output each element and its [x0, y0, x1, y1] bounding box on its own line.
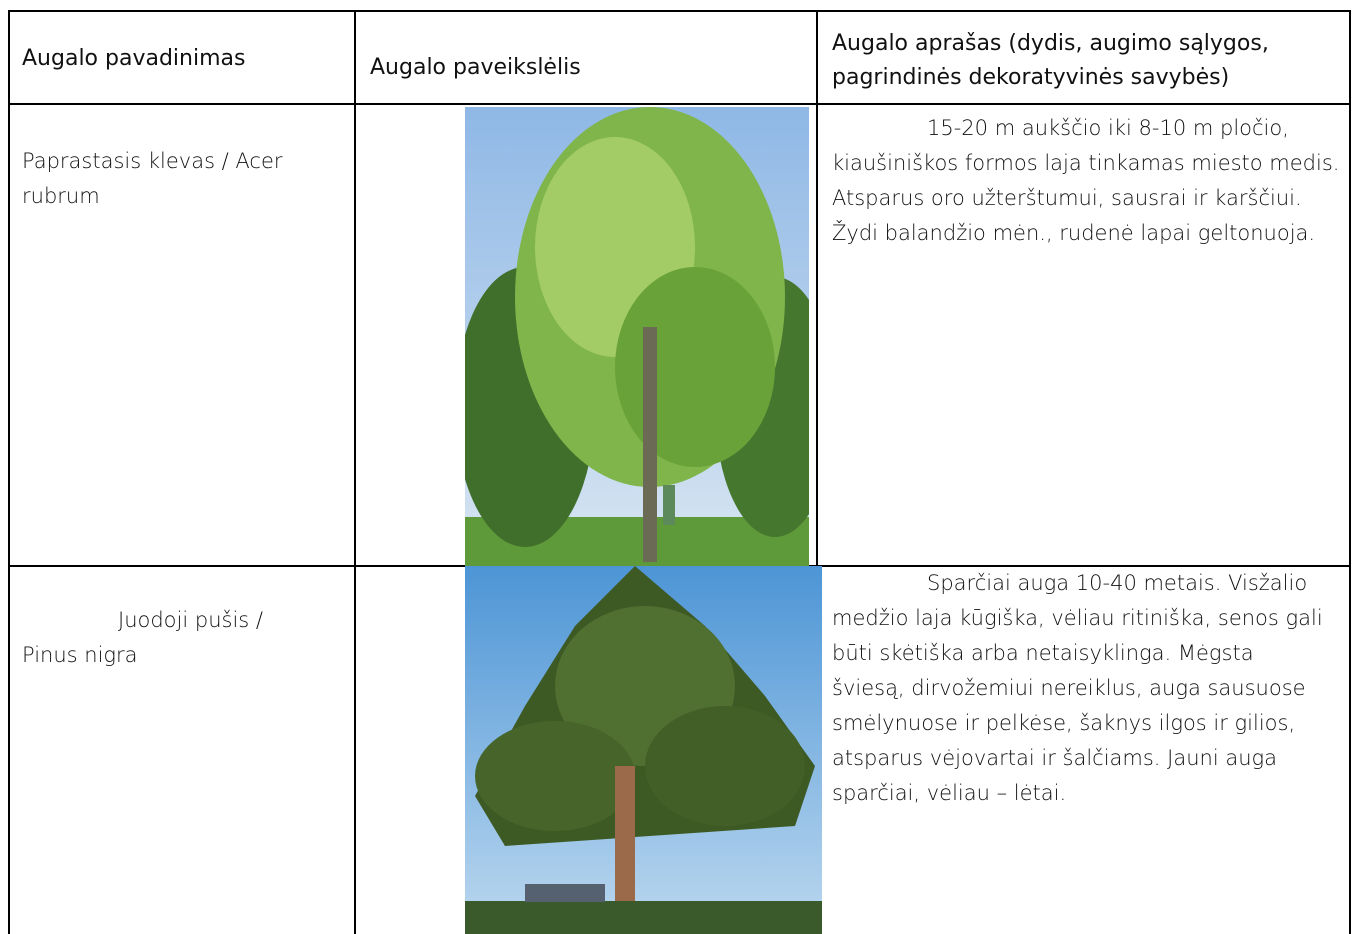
border [8, 103, 1351, 105]
plant-image [465, 107, 809, 566]
header-cell: Augalo paveikslėlis [370, 55, 581, 80]
border [816, 10, 818, 934]
border [8, 10, 1351, 12]
plant-name: Juodoji pušis / Pinus nigra [22, 608, 263, 667]
header-cell: Augalo aprašas (dydis, augimo sąlygos, p… [832, 31, 1269, 90]
border [354, 10, 356, 934]
header-cell: Augalo pavadinimas [22, 46, 246, 71]
plant-description: Sparčiai auga 10-40 metais. Visžalio med… [832, 571, 1323, 805]
plant-image [465, 566, 822, 934]
border [8, 10, 10, 934]
border [1349, 10, 1351, 934]
plant-description: 15-20 m aukščio iki 8-10 m pločio, kiauš… [832, 116, 1340, 245]
plant-name: Paprastasis klevas / Acer rubrum [22, 149, 283, 208]
